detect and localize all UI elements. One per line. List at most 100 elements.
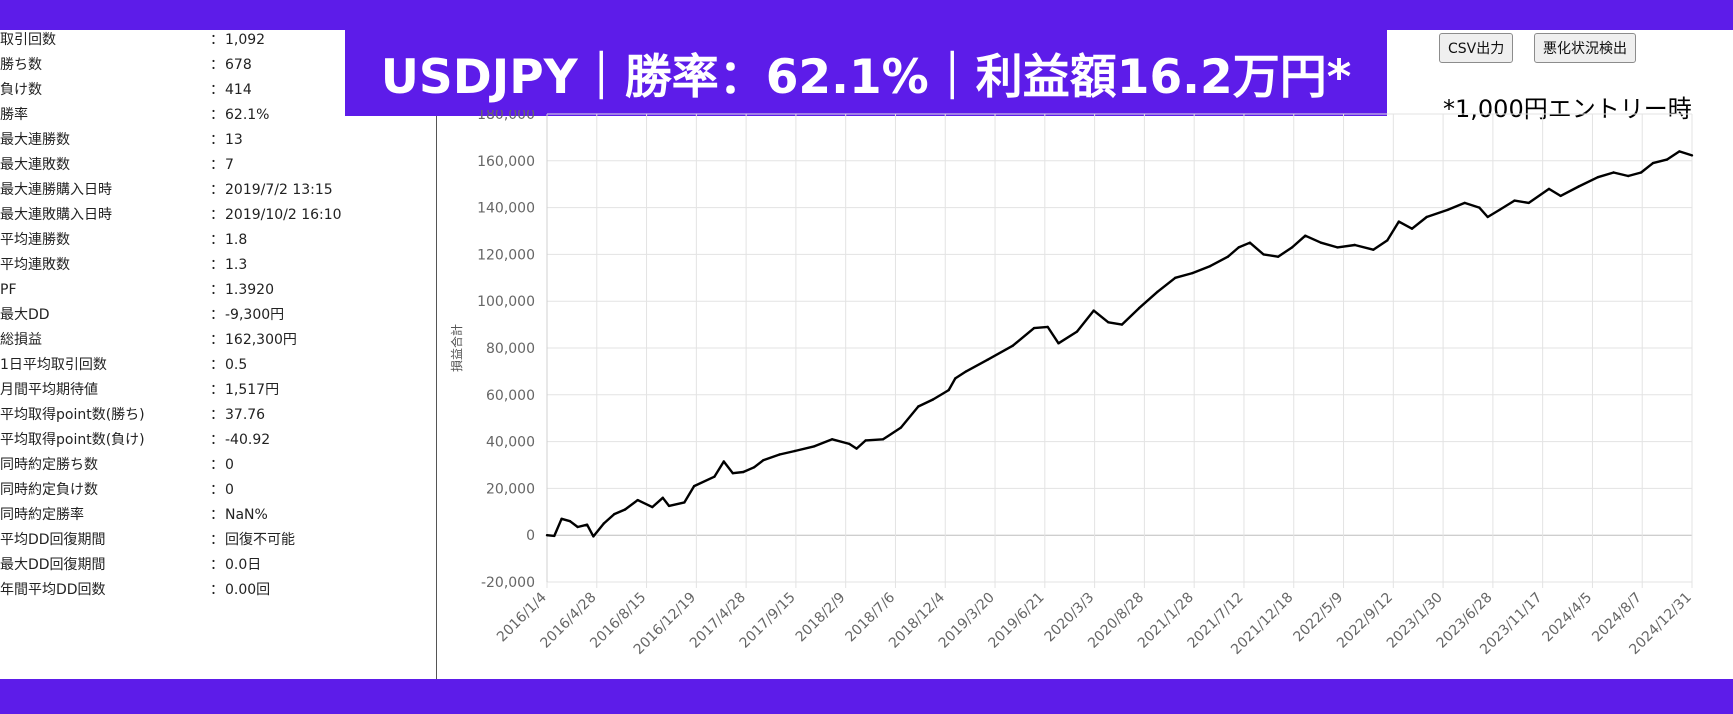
bottom-band <box>0 679 1733 714</box>
stat-row: 平均取得point数(負け) ： -40.92 <box>0 428 436 453</box>
data-point <box>778 453 781 456</box>
data-point <box>752 466 756 469</box>
stat-label: 月間平均期待値 <box>0 382 98 398</box>
stat-separator: ： <box>210 232 224 248</box>
data-point <box>722 460 725 463</box>
y-tick-label: 180,000 <box>477 110 535 123</box>
data-point <box>1651 161 1655 165</box>
stat-separator: ： <box>210 382 224 398</box>
stat-row: 最大DD回復期間 ： 0.0日 <box>0 553 436 578</box>
x-tick-label: 2018/2/9 <box>793 590 849 646</box>
stat-separator: ： <box>210 307 224 323</box>
stat-row: 最大連敗購入日時 ： 2019/10/2 16:10 <box>0 203 436 228</box>
data-point <box>762 459 765 462</box>
stat-row: 月間平均期待値 ： 1,517円 <box>0 378 436 403</box>
data-point <box>864 439 867 442</box>
data-point <box>1262 253 1265 256</box>
stat-row: 同時約定勝ち数 ： 0 <box>0 453 436 478</box>
stats-panel: 取引回数： 1,092 勝ち数： 678 負け数： 414 勝率： 62.1% 最大連勝数： 13… <box>0 28 436 603</box>
y-tick-label: 60,000 <box>486 388 535 404</box>
stat-separator: ： <box>210 332 224 348</box>
banner-title: USDJPY｜勝率：62.1%｜利益額16.2万円* <box>345 28 1387 116</box>
top-band <box>0 0 1733 30</box>
data-point <box>1032 326 1036 330</box>
stat-value: 0.00回 <box>225 582 271 598</box>
stat-separator: ： <box>210 557 224 573</box>
data-point <box>568 520 572 523</box>
data-point <box>1527 201 1531 205</box>
stat-value: 0 <box>225 457 234 473</box>
data-point <box>585 523 589 526</box>
data-point <box>623 508 627 511</box>
stat-label: 平均連勝数 <box>0 232 70 248</box>
stat-label: 最大連敗購入日時 <box>0 207 112 223</box>
data-point <box>1248 241 1252 244</box>
stat-label: 平均DD回復期間 <box>0 532 106 548</box>
stat-value: 162,300円 <box>225 332 297 348</box>
data-point <box>813 445 816 448</box>
data-point <box>1478 206 1481 209</box>
stat-value: 1,517円 <box>225 382 280 398</box>
data-point <box>1304 234 1307 237</box>
stat-row: 1日平均取引回数 ： 0.5 <box>0 353 436 378</box>
stat-value: 1,092 <box>225 32 266 48</box>
data-point <box>899 426 903 429</box>
data-point <box>1174 276 1177 279</box>
stat-label: 平均取得point数(勝ち) <box>0 407 145 423</box>
stat-separator: ： <box>210 582 224 598</box>
stat-row: 平均取得point数(勝ち) ： 37.76 <box>0 403 436 428</box>
stat-separator: ： <box>210 32 224 48</box>
data-point <box>1057 342 1060 345</box>
stat-label: 総損益 <box>0 332 42 348</box>
stat-value: 2019/10/2 16:10 <box>225 207 342 223</box>
stat-value: 13 <box>225 132 243 148</box>
deterioration-detect-button[interactable]: 悪化状況検出 <box>1534 33 1636 63</box>
data-point <box>1498 208 1501 212</box>
data-point <box>613 512 616 516</box>
stat-row: 勝ち数 ： 678 <box>0 53 436 78</box>
data-point <box>917 405 920 408</box>
stat-separator: ： <box>210 432 224 448</box>
data-point <box>636 498 639 502</box>
x-tick-label: 2024/4/5 <box>1539 590 1595 646</box>
stat-value: 1.3920 <box>225 282 274 298</box>
stat-value: 1.8 <box>225 232 248 248</box>
data-point <box>560 517 563 520</box>
data-point <box>848 442 851 446</box>
stat-separator: ： <box>210 282 224 298</box>
profit-line-chart: -20,000 0 20,000 40,000 60,000 80,000 100,000 1… <box>449 110 1695 658</box>
data-point <box>1386 239 1389 242</box>
csv-export-button[interactable]: CSV出力 <box>1439 33 1514 63</box>
data-point <box>683 501 686 504</box>
stat-separator: ： <box>210 407 224 423</box>
data-point <box>602 522 605 525</box>
data-point <box>661 496 664 499</box>
y-tick-label: 160,000 <box>477 154 535 170</box>
stat-separator: ： <box>210 207 224 223</box>
stat-separator: ： <box>210 132 224 148</box>
data-point <box>667 504 671 508</box>
data-point <box>1191 271 1194 275</box>
stat-value: 62.1% <box>225 107 270 123</box>
stat-label: 同時約定勝率 <box>0 507 84 523</box>
stat-separator: ： <box>210 107 224 123</box>
stat-separator: ： <box>210 257 224 273</box>
data-point <box>1446 208 1449 212</box>
y-tick-label: -20,000 <box>481 575 535 591</box>
stat-separator: ： <box>210 357 224 373</box>
data-point <box>1547 187 1551 191</box>
data-point <box>1486 215 1489 219</box>
stat-label: 年間平均DD回数 <box>0 582 106 598</box>
data-point <box>592 535 595 538</box>
stat-row: 平均連勝数 ： 1.8 <box>0 228 436 253</box>
data-point <box>1627 174 1630 178</box>
stat-separator: ： <box>210 507 224 523</box>
data-point <box>1596 176 1600 179</box>
stat-row: 平均DD回復期間 ：回復不可能 <box>0 528 436 553</box>
stat-label: 勝ち数 <box>0 57 42 73</box>
data-point <box>1237 246 1240 249</box>
stat-row: 年間平均DD回数 ： 0.00回 <box>0 578 436 603</box>
data-point <box>986 358 989 361</box>
entry-note: *1,000円エントリー時 <box>1443 95 1692 123</box>
stat-label: 最大DD <box>0 307 50 323</box>
